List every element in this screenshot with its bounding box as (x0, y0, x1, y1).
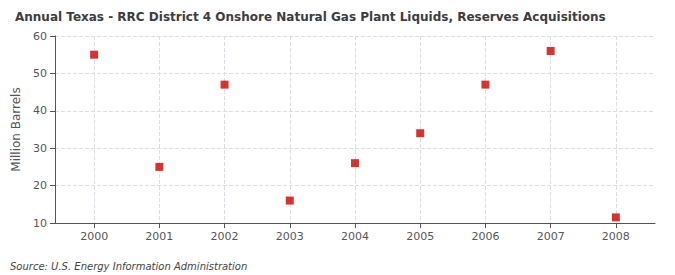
svg-text:Million Barrels: Million Barrels (9, 87, 23, 171)
svg-text:60: 60 (33, 30, 47, 43)
svg-text:2002: 2002 (211, 230, 239, 243)
svg-text:50: 50 (33, 67, 47, 80)
svg-text:Source: U.S. Energy Informatio: Source: U.S. Energy Information Administ… (10, 261, 247, 272)
svg-text:10: 10 (33, 217, 47, 230)
svg-text:2005: 2005 (406, 230, 434, 243)
svg-text:2001: 2001 (145, 230, 173, 243)
svg-text:Annual Texas - RRC District 4: Annual Texas - RRC District 4 Onshore Na… (15, 10, 606, 24)
svg-text:2007: 2007 (537, 230, 565, 243)
svg-text:40: 40 (33, 104, 47, 117)
svg-text:20: 20 (33, 179, 47, 192)
svg-text:30: 30 (33, 142, 47, 155)
svg-text:2006: 2006 (471, 230, 499, 243)
svg-text:2004: 2004 (341, 230, 369, 243)
svg-text:2008: 2008 (602, 230, 630, 243)
svg-text:2000: 2000 (80, 230, 108, 243)
svg-text:2003: 2003 (276, 230, 304, 243)
